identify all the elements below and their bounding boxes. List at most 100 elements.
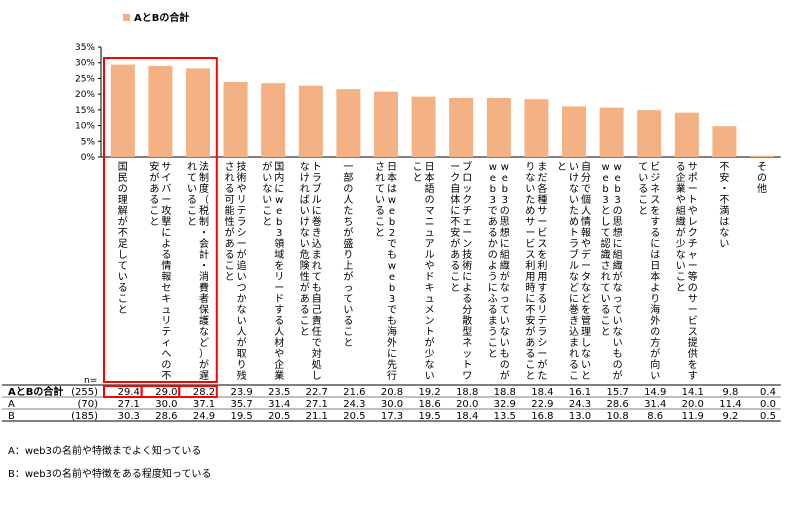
y-tick-label: 20% — [75, 90, 95, 100]
bar — [674, 112, 699, 157]
bar — [110, 64, 135, 157]
table-value: 21.1 — [306, 411, 328, 422]
category-label: ビジネスをするには日本より海外の方が向いていること — [638, 161, 660, 382]
table-row-name: AとBの合計 — [8, 385, 63, 398]
bar-chart: AとBの合計 0% 5% 10% 15% 20% 25% 30% 35% 国民の理解が不足している… — [2, 11, 781, 422]
bar — [374, 91, 398, 157]
highlight-box-chart — [103, 57, 218, 383]
highlight-box-value — [178, 385, 218, 398]
table-value: 11.4 — [719, 399, 741, 410]
bar — [298, 85, 323, 157]
table-value: 24.3 — [569, 399, 591, 410]
table-value: 16.8 — [531, 411, 553, 422]
table-value: 11.9 — [682, 411, 704, 422]
bar — [599, 107, 624, 157]
category-label: w e b 3 の思想に組織がなっていないものがw e b 3 であるかのようにふるまうこと — [488, 162, 510, 382]
table-value: 28.2 — [193, 387, 215, 398]
table-value: 31.4 — [644, 399, 666, 410]
bar — [750, 155, 774, 157]
bar — [449, 97, 474, 157]
legend-swatch — [123, 14, 130, 21]
category-label: 法制度（税制・会計・消費者保護など）が遅れていること — [187, 160, 209, 382]
bar — [411, 96, 436, 157]
table-value: 9.8 — [722, 387, 738, 398]
table-value: 10.8 — [606, 411, 628, 422]
table-row-n: (255) — [71, 387, 98, 398]
y-tick-label: 0% — [81, 153, 96, 163]
table-value: 24.3 — [343, 399, 365, 410]
table-row-name: A — [8, 399, 15, 410]
table-value: 13.0 — [569, 411, 591, 422]
table-value: 35.7 — [230, 399, 252, 410]
category-label: 不安・不満はない — [719, 162, 729, 250]
table-value: 28.6 — [606, 399, 628, 410]
table-value: 32.9 — [494, 399, 516, 410]
bar — [562, 106, 586, 157]
table-value: 31.4 — [268, 399, 290, 410]
table-value: 19.5 — [230, 411, 252, 422]
category-label: 日本語のマニュアルやドキュメントが少ないこと — [413, 162, 435, 382]
category-label: サイバー攻撃による情報セキュリティへの不安があること — [149, 160, 171, 382]
y-tick-label: 30% — [75, 59, 95, 69]
table-value: 20.0 — [682, 399, 704, 410]
table-value: 27.1 — [118, 399, 140, 410]
table-value: 23.9 — [230, 387, 252, 398]
category-label: サポートやレクチャー等のサービス提供をする企業や組織が少ないこと — [676, 161, 698, 382]
table-value: 29.0 — [155, 387, 177, 398]
table-value: 14.1 — [682, 387, 704, 398]
table-value: 9.2 — [722, 411, 738, 422]
bar — [637, 110, 662, 157]
table-value: 37.1 — [193, 399, 215, 410]
note-a: A：web3の名前や特徴までよく知っている — [8, 446, 202, 457]
bar — [223, 81, 248, 157]
table-value: 0.5 — [760, 411, 776, 422]
y-tick-label: 35% — [75, 43, 95, 53]
table-row-name: B — [8, 411, 15, 422]
table-value: 18.6 — [418, 399, 440, 410]
table-value: 27.1 — [306, 399, 328, 410]
y-tick-label: 10% — [75, 122, 95, 132]
category-label: ブロックチェーン技術による分散型ネットワーク自体に不安があること — [450, 160, 472, 382]
table-value: 22.9 — [531, 399, 553, 410]
table-value: 28.6 — [155, 411, 177, 422]
table-value: 8.6 — [647, 411, 663, 422]
table-value: 19.2 — [418, 387, 440, 398]
category-label: 国民の理解が不足していること — [118, 161, 128, 316]
bar — [524, 99, 549, 157]
table-value: 24.9 — [193, 411, 215, 422]
y-tick-label: 5% — [81, 137, 96, 147]
bar — [261, 83, 286, 157]
table-value: 23.5 — [268, 387, 290, 398]
table-value: 30.0 — [155, 399, 177, 410]
table-value: 15.7 — [606, 387, 628, 398]
table-n-header: n= — [84, 376, 97, 386]
table-value: 29.4 — [118, 387, 140, 398]
table-value: 20.5 — [343, 411, 365, 422]
category-label: 技術やリテラシーが追いつかない人が取り残される可能性があること — [225, 160, 247, 382]
table-value: 0.0 — [760, 399, 776, 410]
table-value: 20.8 — [381, 387, 403, 398]
legend-label: AとBの合計 — [134, 11, 189, 24]
category-label: 国内に w e b 3 領域をリードする人材や企業がいないこと — [262, 160, 284, 382]
bar — [148, 65, 173, 157]
category-label: その他 — [757, 161, 767, 195]
table-value: 20.5 — [268, 411, 290, 422]
table-value: 18.8 — [494, 387, 516, 398]
table-row-n: (185) — [71, 411, 98, 422]
table-value: 13.5 — [494, 411, 516, 422]
table-row-n: (70) — [77, 399, 98, 410]
category-label: 自分で個人情報やデータなどを管理しないといけないためトラブルなどに巻き込まれるこ… — [557, 160, 591, 382]
table-value: 30.0 — [381, 399, 403, 410]
y-tick-label: 25% — [75, 74, 95, 84]
table-value: 18.8 — [456, 387, 478, 398]
bar — [486, 97, 511, 157]
category-label: w e b 3 の思想に組織がなっていないものがw e b 3 として認識されていること — [601, 162, 623, 382]
table-value: 17.3 — [381, 411, 403, 422]
table-value: 18.4 — [456, 411, 478, 422]
table-value: 30.3 — [118, 411, 140, 422]
note-b: B：web3の名前や特徴をある程度知っている — [8, 469, 212, 480]
y-tick-label: 15% — [75, 106, 95, 116]
category-label: トラブルに巻き込まれても自己責任で対処しなければいけない危険性があること — [300, 161, 322, 382]
category-label: まだ各種サービスを利用するリテラシーがたりないためサービス利用時に不安があること — [525, 161, 547, 382]
table-value: 22.7 — [306, 387, 328, 398]
